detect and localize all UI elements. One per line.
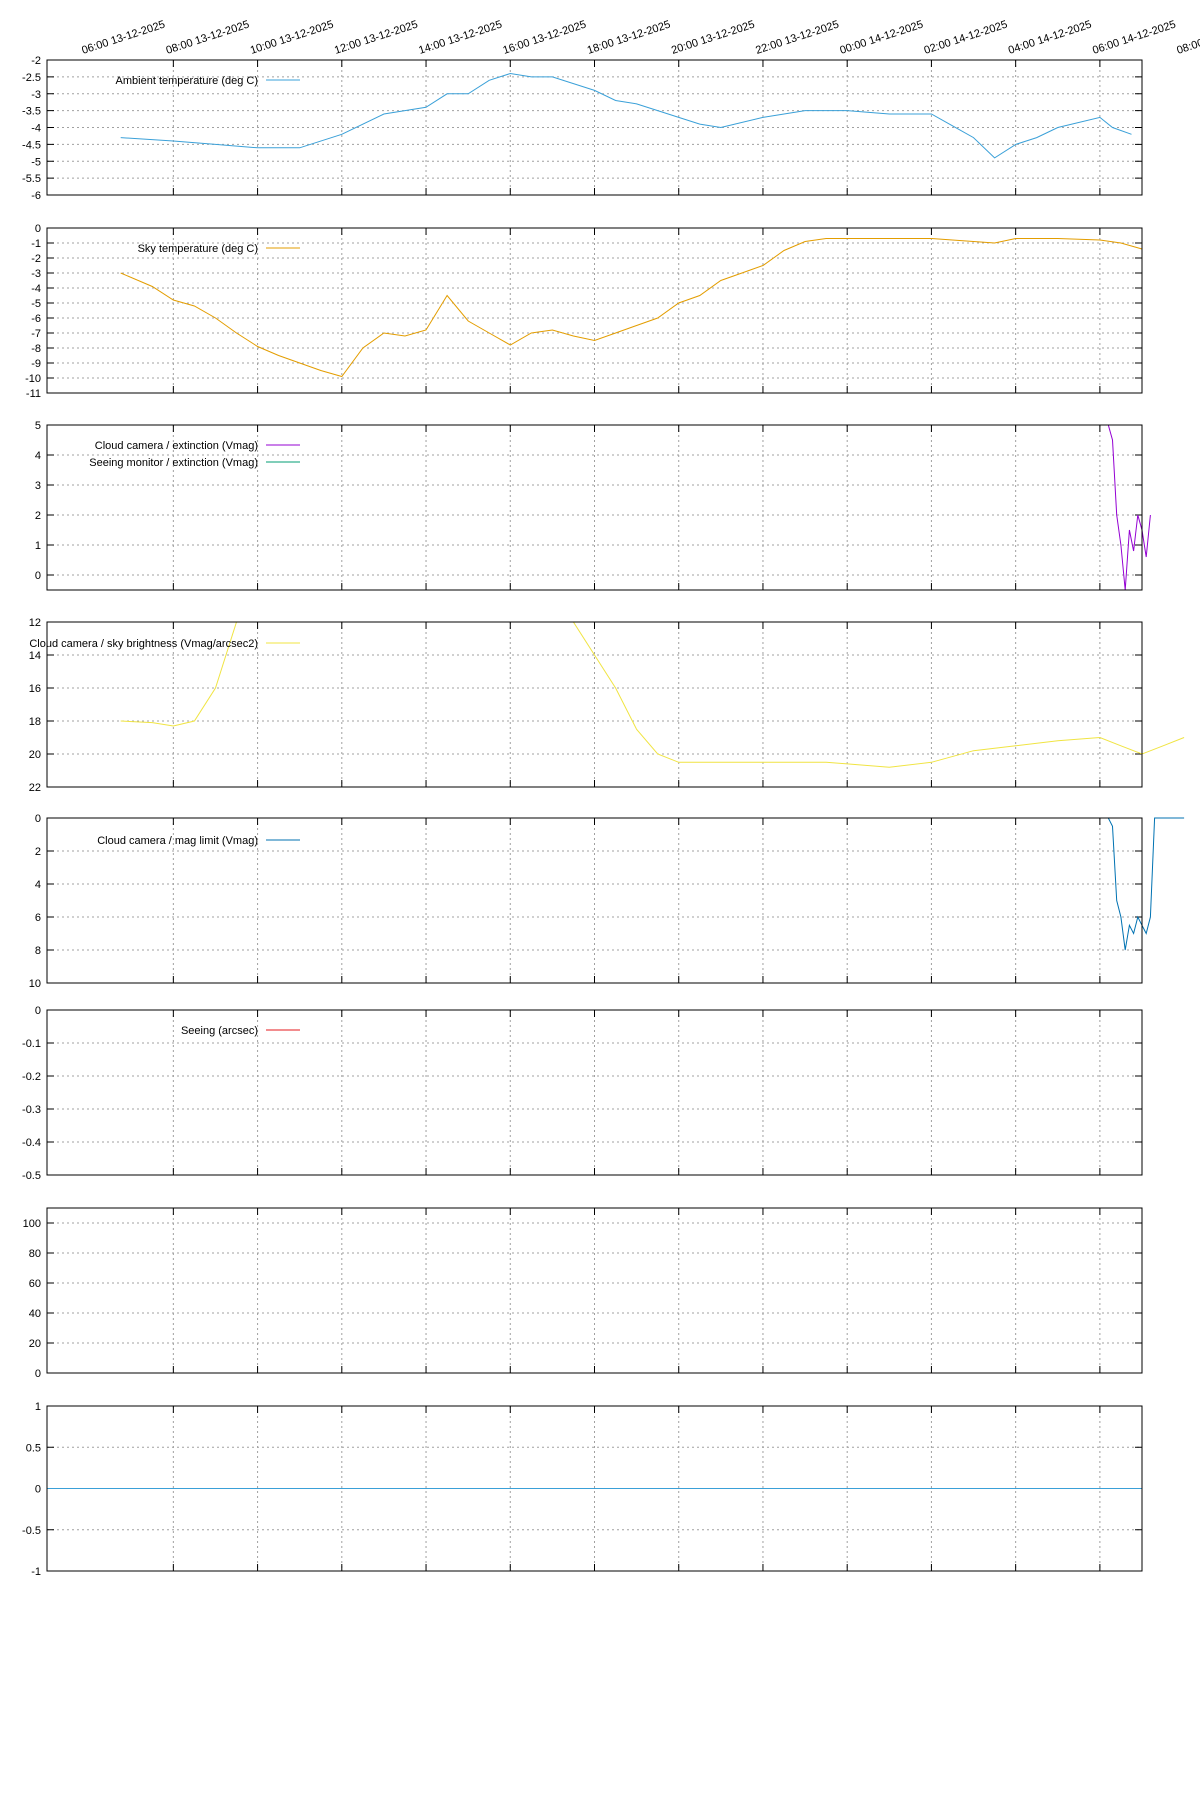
y-tick-label: -0.5 [22,1525,41,1537]
time-tick-label: 02:00 14-12-2025 [923,19,1009,57]
plot-frame [46,621,1143,788]
time-tick-label: 14:00 13-12-2025 [417,19,503,57]
plot-frame [46,817,1143,984]
time-tick-label: 22:00 13-12-2025 [754,19,840,57]
y-tick-label: 4 [35,450,41,462]
y-tick-label: -0.1 [22,1038,41,1050]
y-tick-label: -3 [31,89,41,101]
y-tick-label: -4 [31,283,41,295]
y-tick-label: -7 [31,328,41,340]
legend-label: Seeing monitor / extinction (Vmag) [89,457,258,469]
y-tick-label: -0.2 [22,1071,41,1083]
series-line [120,72,1132,159]
y-tick-label: -1 [31,1566,41,1578]
y-tick-label: 18 [29,716,41,728]
series-line [120,817,1185,951]
y-tick-label: 0 [35,223,41,235]
y-tick-label: 20 [29,1338,41,1350]
y-tick-label: -4 [31,123,41,135]
y-tick-label: -3 [31,268,41,280]
y-tick-label: 22 [29,782,41,794]
y-tick-label: -6 [31,313,41,325]
plot-frame [46,227,1143,394]
y-tick-label: 8 [35,945,41,957]
plot-frame [46,59,1143,196]
plot-frame [46,1009,1143,1176]
series-line [120,238,1143,378]
y-tick-label: -6 [31,190,41,202]
y-tick-label: 0.5 [26,1442,41,1454]
plot-frame [46,424,1143,591]
y-tick-label: -10 [25,373,41,385]
y-tick-label: 12 [29,617,41,629]
y-tick-label: -11 [26,388,41,400]
y-tick-label: 6 [35,912,41,924]
y-tick-label: 1 [35,1401,41,1413]
time-tick-label: 16:00 13-12-2025 [501,19,587,57]
y-tick-label: -4.5 [22,139,41,151]
y-tick-label: 0 [35,1368,41,1380]
y-tick-label: 1 [35,540,41,552]
time-tick-label: 20:00 13-12-2025 [670,19,756,57]
y-tick-label: -5 [31,298,41,310]
y-tick-label: -5 [31,156,41,168]
y-tick-label: 5 [35,420,41,432]
y-tick-label: 14 [29,650,41,662]
y-tick-label: 20 [29,749,41,761]
legend-label: Cloud camera / mag limit (Vmag) [97,835,258,847]
time-tick-label: 12:00 13-12-2025 [333,19,419,57]
series-line [1107,424,1151,591]
y-tick-label: 60 [29,1278,41,1290]
series-line [120,621,1185,768]
y-tick-label: 10 [29,978,41,990]
time-tick-label: 00:00 14-12-2025 [838,19,924,57]
legend-label: Seeing (arcsec) [181,1025,258,1037]
plot-frame [46,1405,1143,1572]
y-tick-label: -3.5 [22,106,41,118]
y-tick-label: -2 [31,55,41,67]
y-tick-label: 2 [35,846,41,858]
y-tick-label: 3 [35,480,41,492]
y-tick-label: 2 [35,510,41,522]
y-tick-label: -5.5 [22,173,41,185]
y-tick-label: 4 [35,879,41,891]
legend-label: Cloud camera / extinction (Vmag) [95,440,258,452]
y-tick-label: 0 [35,1005,41,1017]
y-tick-label: 100 [23,1218,41,1230]
y-tick-label: -0.5 [22,1170,41,1182]
y-tick-label: -2 [31,253,41,265]
y-tick-label: -2.5 [22,72,41,84]
y-tick-label: -8 [31,343,41,355]
y-tick-label: 40 [29,1308,41,1320]
legend-label: Cloud camera / sky brightness (Vmag/arcs… [29,638,258,650]
y-tick-label: -0.3 [22,1104,41,1116]
y-tick-label: 0 [35,570,41,582]
time-tick-label: 10:00 13-12-2025 [249,19,335,57]
time-tick-label: 04:00 14-12-2025 [1007,19,1093,57]
y-tick-label: 0 [35,813,41,825]
time-tick-label: 08:00 14-12-2025 [1175,19,1200,57]
legend-label: Sky temperature (deg C) [138,243,258,255]
y-tick-label: -9 [31,358,41,370]
time-tick-label: 18:00 13-12-2025 [586,19,672,57]
y-tick-label: 16 [29,683,41,695]
time-tick-label: 06:00 14-12-2025 [1091,19,1177,57]
time-tick-label: 08:00 13-12-2025 [165,19,251,57]
y-tick-label: 0 [35,1484,41,1496]
y-tick-label: -1 [31,238,41,250]
y-tick-label: 80 [29,1248,41,1260]
legend-label: Ambient temperature (deg C) [116,75,258,87]
y-tick-label: -0.4 [22,1137,41,1149]
time-tick-label: 06:00 13-12-2025 [80,19,166,57]
plot-frame [46,1207,1143,1374]
